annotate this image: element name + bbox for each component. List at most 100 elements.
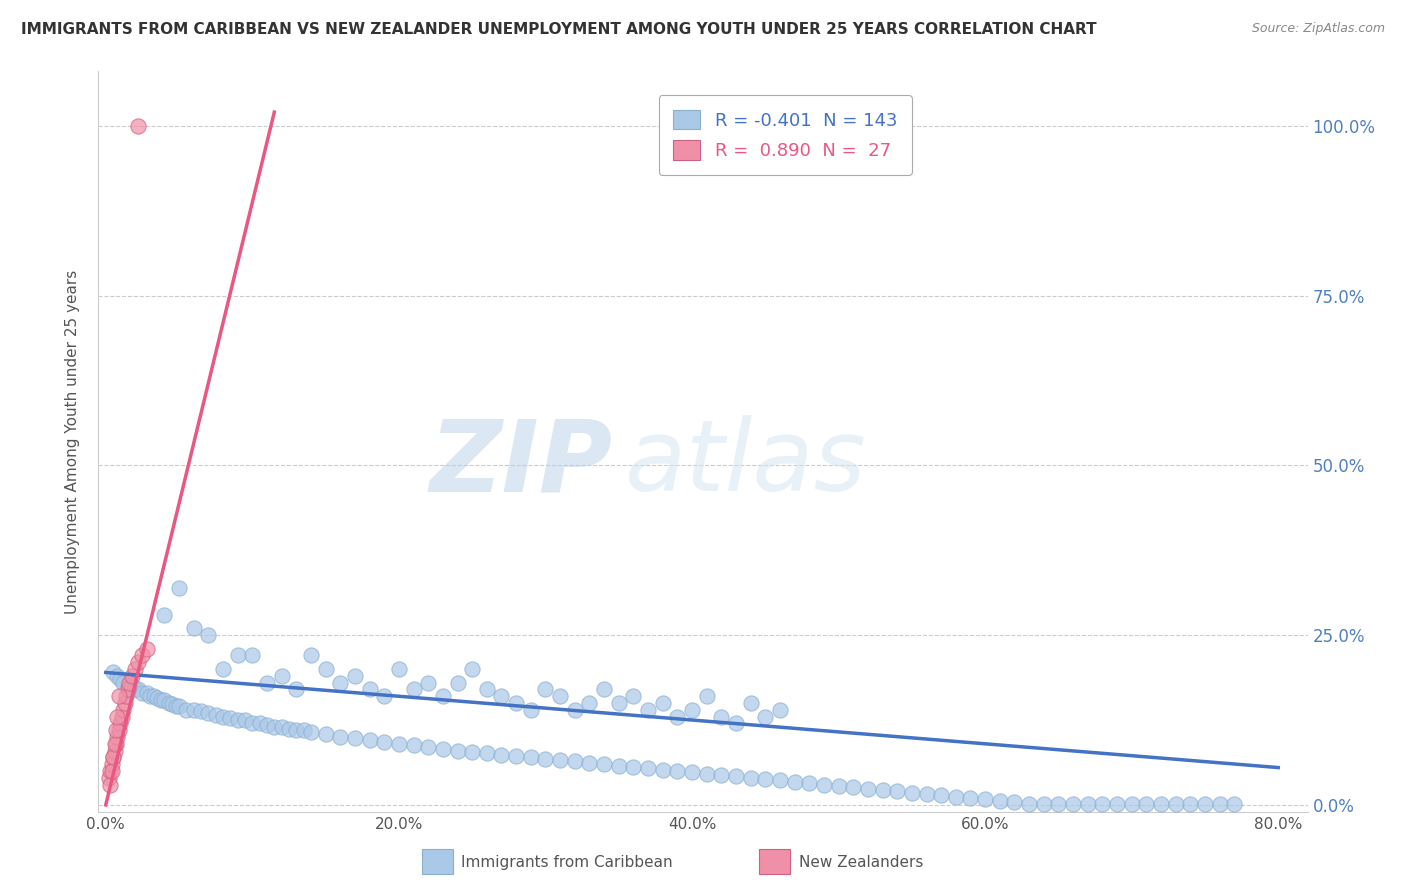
Point: [373, 690, 395, 704]
Point: [1091, 797, 1114, 812]
Text: atlas: atlas: [624, 416, 866, 512]
Point: [112, 675, 135, 690]
Point: [359, 733, 381, 747]
Point: [621, 690, 644, 704]
Point: [446, 743, 468, 757]
Point: [769, 703, 792, 717]
Point: [263, 720, 285, 734]
Point: [373, 735, 395, 749]
Point: [110, 716, 132, 731]
Point: [153, 692, 176, 706]
Point: [98, 778, 121, 792]
Point: [240, 716, 263, 731]
Point: [593, 682, 616, 697]
Point: [827, 779, 849, 793]
Point: [111, 709, 134, 723]
Point: [117, 679, 139, 693]
Point: [754, 709, 776, 723]
Point: [475, 682, 498, 697]
Point: [165, 699, 187, 714]
Point: [127, 119, 149, 133]
Point: [856, 781, 879, 796]
Point: [115, 690, 138, 704]
Point: [402, 738, 425, 752]
Point: [388, 737, 411, 751]
Point: [219, 711, 242, 725]
Point: [754, 772, 776, 786]
Point: [637, 761, 659, 775]
Point: [564, 703, 586, 717]
Point: [432, 742, 454, 756]
Point: [696, 690, 718, 704]
Point: [1150, 797, 1173, 812]
Point: [226, 713, 249, 727]
Point: [101, 665, 124, 680]
Point: [212, 662, 235, 676]
Point: [105, 723, 128, 738]
Point: [110, 673, 132, 687]
Point: [842, 780, 865, 795]
Point: [621, 760, 644, 774]
Point: [710, 709, 733, 723]
Point: [329, 675, 352, 690]
Point: [124, 662, 146, 676]
Point: [1223, 797, 1246, 812]
Point: [315, 726, 337, 740]
Point: [578, 756, 600, 770]
Point: [578, 696, 600, 710]
Point: [100, 764, 122, 778]
Point: [388, 662, 411, 676]
Text: Immigrants from Caribbean: Immigrants from Caribbean: [461, 855, 673, 870]
Point: [637, 703, 659, 717]
Point: [108, 690, 131, 704]
Point: [131, 648, 153, 663]
Text: Source: ZipAtlas.com: Source: ZipAtlas.com: [1251, 22, 1385, 36]
Point: [107, 709, 129, 723]
Point: [150, 692, 173, 706]
Point: [131, 686, 153, 700]
Point: [299, 648, 322, 663]
Point: [505, 749, 527, 764]
Point: [446, 675, 468, 690]
Point: [1032, 797, 1054, 812]
Point: [769, 773, 792, 788]
Point: [127, 655, 149, 669]
Point: [724, 716, 747, 731]
Point: [107, 730, 129, 744]
Point: [226, 648, 249, 663]
Point: [299, 724, 322, 739]
Point: [402, 682, 425, 697]
Point: [740, 771, 762, 785]
Point: [929, 789, 952, 803]
Point: [666, 764, 689, 778]
Point: [240, 648, 263, 663]
Point: [475, 747, 498, 761]
Point: [534, 682, 557, 697]
Point: [270, 720, 292, 734]
Point: [117, 682, 139, 697]
Point: [359, 682, 381, 697]
Point: [607, 696, 630, 710]
Text: ZIP: ZIP: [429, 416, 613, 512]
Point: [256, 718, 278, 732]
Text: New Zealanders: New Zealanders: [799, 855, 922, 870]
Point: [101, 750, 124, 764]
Point: [100, 757, 122, 772]
Point: [124, 682, 146, 697]
Point: [520, 750, 543, 764]
Text: IMMIGRANTS FROM CARIBBEAN VS NEW ZEALANDER UNEMPLOYMENT AMONG YOUTH UNDER 25 YEA: IMMIGRANTS FROM CARIBBEAN VS NEW ZEALAND…: [21, 22, 1097, 37]
Point: [491, 690, 513, 704]
Point: [135, 686, 157, 700]
Point: [901, 786, 924, 800]
Point: [1062, 797, 1084, 812]
Point: [103, 737, 125, 751]
Point: [146, 690, 169, 705]
Point: [343, 731, 366, 746]
Point: [249, 716, 271, 731]
Point: [183, 703, 205, 717]
Point: [1077, 797, 1099, 812]
Point: [285, 682, 308, 697]
Point: [98, 764, 121, 778]
Point: [197, 628, 219, 642]
Point: [813, 778, 835, 792]
